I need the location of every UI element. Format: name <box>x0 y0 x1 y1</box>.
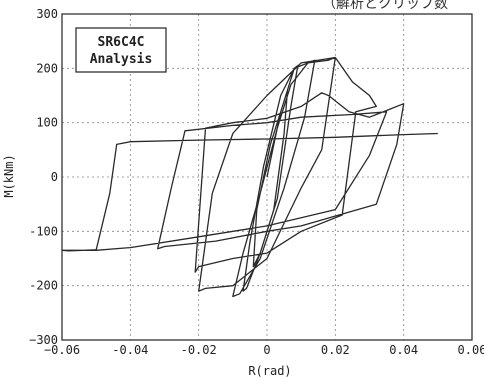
x-tick-label: 0.02 <box>321 343 350 357</box>
plot-frame <box>61 13 473 341</box>
legend: SR6C4C Analysis <box>75 27 167 73</box>
caption-text: （解析とクリップ数 <box>322 0 448 12</box>
x-tick-label: 0.04 <box>389 343 418 357</box>
y-tick-label: 100 <box>36 116 58 130</box>
series-group <box>61 56 438 298</box>
x-tick-label: -0.04 <box>112 343 148 357</box>
x-tick-label: −0.06 <box>44 343 80 357</box>
y-tick-label: -100 <box>29 224 58 238</box>
y-tick-label: 300 <box>36 7 58 21</box>
x-axis-label: R(rad) <box>248 364 291 378</box>
x-tick-label: 0 <box>263 343 270 357</box>
y-axis-label: M(kNm) <box>2 154 16 197</box>
series-line <box>61 56 438 298</box>
legend-box <box>75 27 167 73</box>
y-tick-label: -200 <box>29 279 58 293</box>
y-tick-label: −300 <box>29 333 58 347</box>
y-axis-ticks: 300 200 100 0 -100 -200 −300 <box>29 7 58 347</box>
y-tick-label: 0 <box>51 170 58 184</box>
x-tick-label: 0.06 <box>458 343 484 357</box>
legend-line-2: Analysis <box>90 52 153 67</box>
legend-line-1: SR6C4C <box>98 35 145 50</box>
x-tick-label: -0.02 <box>181 343 217 357</box>
y-tick-label: 200 <box>36 61 58 75</box>
x-axis-ticks: −0.06 -0.04 -0.02 0 0.02 0.04 0.06 <box>44 343 484 357</box>
